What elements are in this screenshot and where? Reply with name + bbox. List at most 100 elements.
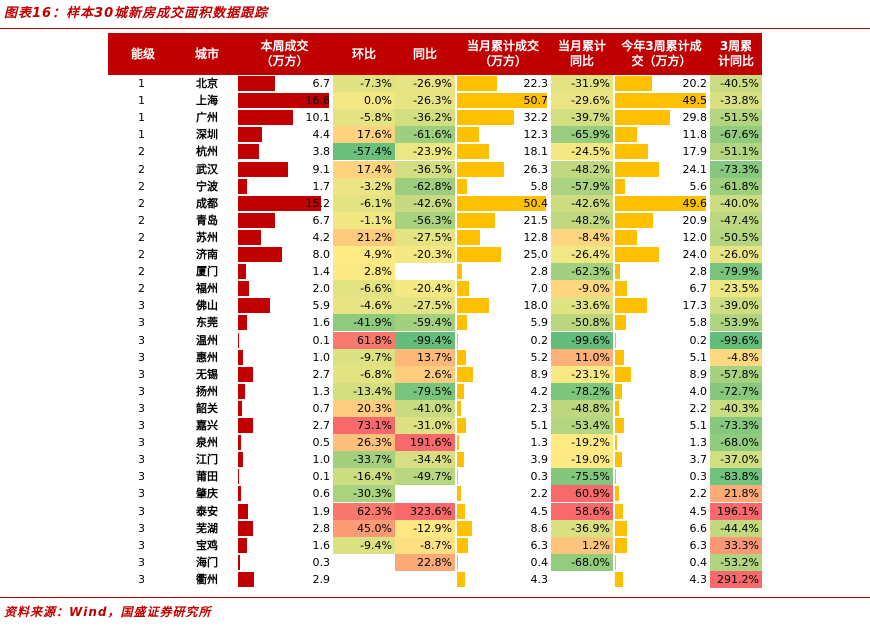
cell-three-yoy: -40.3%: [710, 399, 762, 417]
cell-value: 0.1: [312, 333, 331, 347]
cell-week: 0.3: [236, 554, 333, 571]
cell-value: 2.7: [312, 419, 331, 432]
cell-city: 嘉兴: [196, 419, 218, 432]
cell-month: 4.5: [455, 503, 551, 520]
cell-value: 0.7: [312, 401, 331, 415]
cell-value: 5.9: [530, 316, 549, 330]
cell-month-yoy: -62.3%: [551, 263, 613, 281]
cell-month: 0.3: [455, 468, 551, 485]
value-bar: [615, 571, 623, 587]
cell-mom: [333, 553, 395, 571]
value-bar: [615, 144, 648, 160]
cell-value: 1.3: [689, 436, 708, 450]
cell-three: 0.3: [613, 468, 710, 485]
value-bar: [238, 554, 240, 570]
cell-value: 6.3: [689, 538, 708, 552]
cell-three: 20.9: [613, 212, 710, 229]
cell-three: 49.6: [613, 195, 710, 212]
cell-week: 9.1: [236, 161, 333, 178]
cell-yoy: -26.3%: [395, 92, 455, 110]
value-bar: [615, 349, 625, 365]
value-bar: [238, 383, 246, 399]
cell-value: 0.1: [312, 470, 331, 484]
cell-value: 21.5: [523, 213, 549, 227]
cell-value: 5.1: [689, 419, 708, 432]
value-bar: [238, 264, 246, 280]
cell-value: 4.0: [689, 384, 708, 398]
cell-tier: 1: [138, 94, 145, 108]
value-bar: [457, 161, 504, 177]
cell-yoy: -59.4%: [395, 314, 455, 332]
cell-week: 6.7: [236, 75, 333, 92]
header-mom: 环比: [333, 33, 395, 75]
cell-three-yoy: -23.5%: [710, 280, 762, 298]
value-bar: [457, 332, 458, 348]
value-bar: [457, 349, 467, 365]
source-rule: [0, 597, 870, 598]
cell-month-yoy: [551, 570, 613, 588]
cell-tier: 3: [138, 538, 145, 552]
cell-city: 青岛: [196, 213, 218, 227]
cell-value: 20.9: [682, 213, 708, 227]
cell-month: 50.7: [455, 92, 551, 109]
cell-tier: 2: [138, 179, 145, 193]
cell-city: 苏州: [196, 230, 218, 244]
cell-month-yoy: -19.0%: [551, 451, 613, 469]
cell-month: 50.4: [455, 195, 551, 212]
cell-three-yoy: -50.5%: [710, 228, 762, 246]
cell-month-yoy: 60.9%: [551, 485, 613, 503]
cell-value: 2.0: [312, 282, 331, 296]
cell-value: 0.3: [530, 470, 549, 484]
cell-week: 1.6: [236, 314, 333, 331]
cell-month-yoy: -78.2%: [551, 382, 613, 400]
value-bar: [457, 366, 473, 382]
value-bar: [457, 315, 468, 331]
cell-tier: 3: [138, 521, 145, 535]
cell-yoy: -27.5%: [395, 297, 455, 315]
cell-value: 8.0: [312, 248, 331, 261]
cell-tier: 3: [138, 419, 145, 432]
value-bar: [457, 537, 469, 553]
cell-tier: 3: [138, 384, 145, 398]
value-bar: [457, 127, 479, 143]
cell-value: 1.6: [312, 538, 331, 552]
cell-week: 0.5: [236, 434, 333, 451]
cell-three: 0.4: [613, 554, 710, 571]
cell-yoy: -49.7%: [395, 468, 455, 486]
value-bar: [615, 520, 628, 536]
cell-yoy: -20.3%: [395, 246, 455, 263]
cell-yoy: -26.9%: [395, 75, 455, 92]
cell-yoy: 22.8%: [395, 553, 455, 571]
cell-value: 24.0: [682, 248, 708, 261]
header-three: 今年3周累计成 交（万方）: [613, 33, 710, 75]
cell-three-yoy: -47.4%: [710, 211, 762, 229]
cell-value: 2.8: [312, 521, 331, 535]
cell-tier: 1: [138, 111, 145, 125]
cell-week: 15.2: [236, 195, 333, 212]
cell-value: 3.7: [689, 453, 708, 467]
cell-yoy: -23.9%: [395, 143, 455, 161]
cell-city: 芜湖: [196, 521, 218, 535]
cell-month-yoy: -39.7%: [551, 109, 613, 127]
cell-city: 无锡: [196, 367, 218, 381]
value-bar: [457, 144, 490, 160]
value-bar: [238, 212, 275, 228]
cell-value: 17.3: [682, 299, 708, 313]
cell-three-yoy: -68.0%: [710, 434, 762, 452]
cell-month-yoy: -68.0%: [551, 553, 613, 571]
cell-value: 2.7: [312, 367, 331, 381]
cell-tier: 3: [138, 401, 145, 415]
cell-value: 2.3: [530, 401, 549, 415]
cell-three-yoy: -40.5%: [710, 75, 762, 92]
cell-tier: 1: [138, 77, 145, 90]
cell-week: 0.1: [236, 332, 333, 349]
cell-value: 6.7: [312, 77, 331, 90]
cell-value: 18.0: [523, 299, 549, 313]
cell-value: 8.6: [530, 521, 549, 535]
cell-mom: -7.3%: [333, 75, 395, 92]
value-bar: [615, 315, 626, 331]
cell-three: 17.9: [613, 143, 710, 160]
cell-tier: 3: [138, 299, 145, 313]
cell-month-yoy: -24.5%: [551, 143, 613, 161]
cell-value: 0.6: [312, 487, 331, 501]
